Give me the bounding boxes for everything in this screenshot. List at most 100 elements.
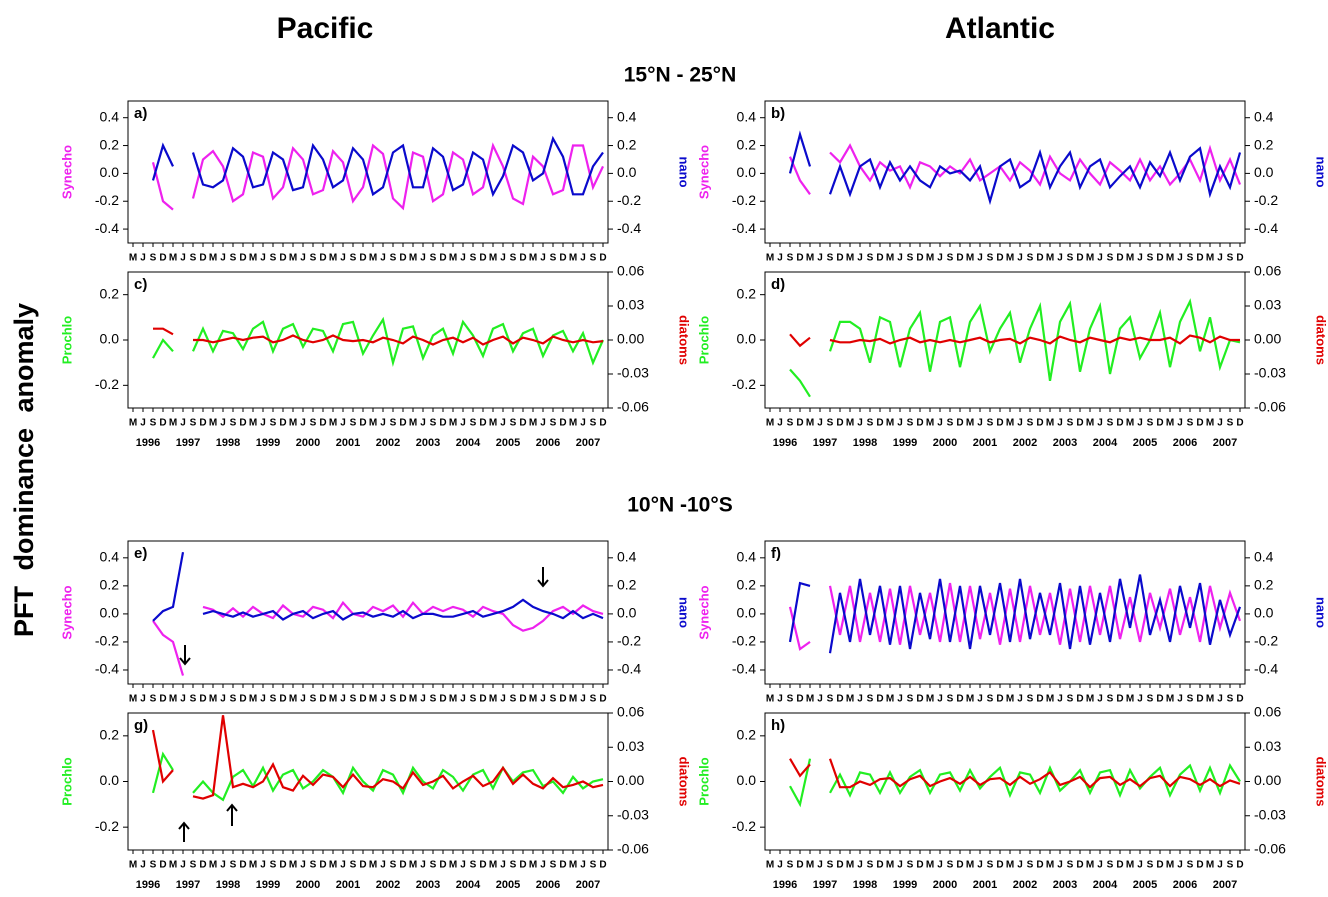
x-tick-label: S [1187,694,1194,705]
x-tick-label: M [806,418,814,429]
x-tick-label: S [1147,694,1154,705]
x-tick-label: J [1057,860,1063,871]
y2-tick-label: -0.2 [617,633,641,649]
x-tick-label: J [500,418,506,429]
x-tick-label: D [956,418,963,429]
x-tick-label: D [479,253,486,264]
y2-tick-label: 0.03 [1254,738,1281,754]
x-tick-label: J [1017,860,1023,871]
y-tick-label: 0.2 [737,136,757,152]
x-tick-label: D [876,860,883,871]
y-tick-label: 0.0 [100,331,120,347]
year-label: 2004 [1093,437,1118,449]
x-tick-label: S [827,418,834,429]
x-tick-label: M [169,418,177,429]
y2-tick-label: 0.2 [1254,577,1274,593]
x-tick-label: M [806,694,814,705]
year-label: 2003 [1053,879,1077,891]
arrow [537,567,549,588]
x-tick-label: J [260,860,266,871]
x-tick-label: J [300,418,306,429]
x-tick-label: J [1177,860,1183,871]
x-tick-label: S [150,253,157,264]
x-tick-label: D [359,253,366,264]
y-tick-label: -0.2 [95,192,119,208]
x-tick-label: M [1126,253,1134,264]
y-tick-label: 0.2 [100,136,120,152]
year-label: 1996 [773,879,797,891]
x-tick-label: J [540,253,546,264]
x-tick-label: D [479,418,486,429]
y2-tick-label: 0.06 [617,704,644,720]
x-tick-label: D [439,694,446,705]
x-tick-label: J [260,253,266,264]
x-tick-label: D [1196,694,1203,705]
x-tick-label: J [420,418,426,429]
x-tick-label: S [390,253,397,264]
x-tick-label: J [300,860,306,871]
x-tick-label: M [569,694,577,705]
x-tick-label: M [1006,253,1014,264]
x-tick-label: S [550,253,557,264]
x-tick-label: D [479,860,486,871]
x-tick-label: S [510,253,517,264]
x-tick-label: S [150,860,157,871]
y2-tick-label: -0.2 [617,192,641,208]
x-tick-label: S [1147,253,1154,264]
series-line [789,758,1241,808]
x-tick-label: J [460,694,466,705]
y-tick-label: -0.2 [95,633,119,649]
series-line [788,574,1242,654]
x-tick-label: J [777,694,783,705]
x-tick-label: S [270,418,277,429]
x-tick-label: D [239,418,246,429]
x-tick-label: M [846,860,854,871]
x-tick-label: J [340,253,346,264]
x-tick-label: J [580,253,586,264]
x-tick-label: S [787,253,794,264]
x-tick-label: M [1006,418,1014,429]
x-tick-label: S [867,418,874,429]
y2-axis-label: diatoms [1314,757,1328,807]
x-tick-label: D [239,860,246,871]
x-tick-label: J [220,694,226,705]
x-tick-label: J [180,694,186,705]
year-label: 2007 [576,879,600,891]
x-tick-label: D [439,418,446,429]
x-tick-label: J [1017,418,1023,429]
x-tick-label: D [1076,860,1083,871]
y2-tick-label: 0.2 [617,577,637,593]
y-tick-label: 0.2 [100,727,120,743]
x-tick-label: D [836,253,843,264]
x-tick-label: D [519,253,526,264]
x-tick-label: S [190,253,197,264]
x-tick-label: S [907,253,914,264]
y-tick-label: 0.2 [737,727,757,743]
x-tick-label: D [1036,418,1043,429]
x-tick-label: D [956,694,963,705]
y-tick-label: 0.0 [100,772,120,788]
x-tick-label: S [867,860,874,871]
y2-tick-label: 0.06 [617,263,644,279]
x-tick-label: M [926,694,934,705]
x-tick-label: M [1166,418,1174,429]
x-tick-label: D [599,860,606,871]
x-tick-label: M [1126,418,1134,429]
y-axis-label: Prochlo [59,757,74,805]
x-tick-label: D [479,694,486,705]
x-tick-label: D [599,253,606,264]
x-tick-label: S [1227,418,1234,429]
plot-frame [764,540,1246,685]
section-title: 10°N -10°S [627,494,733,517]
x-tick-label: S [230,860,237,871]
x-tick-label: S [430,253,437,264]
y-tick-label: 0.4 [737,549,757,565]
x-tick-label: M [249,860,257,871]
y2-tick-label: 0.00 [617,772,644,788]
x-tick-label: S [310,253,317,264]
x-tick-label: J [500,253,506,264]
y2-tick-label: -0.06 [617,399,649,415]
x-tick-label: J [380,694,386,705]
x-tick-label: J [420,694,426,705]
x-tick-label: S [867,253,874,264]
